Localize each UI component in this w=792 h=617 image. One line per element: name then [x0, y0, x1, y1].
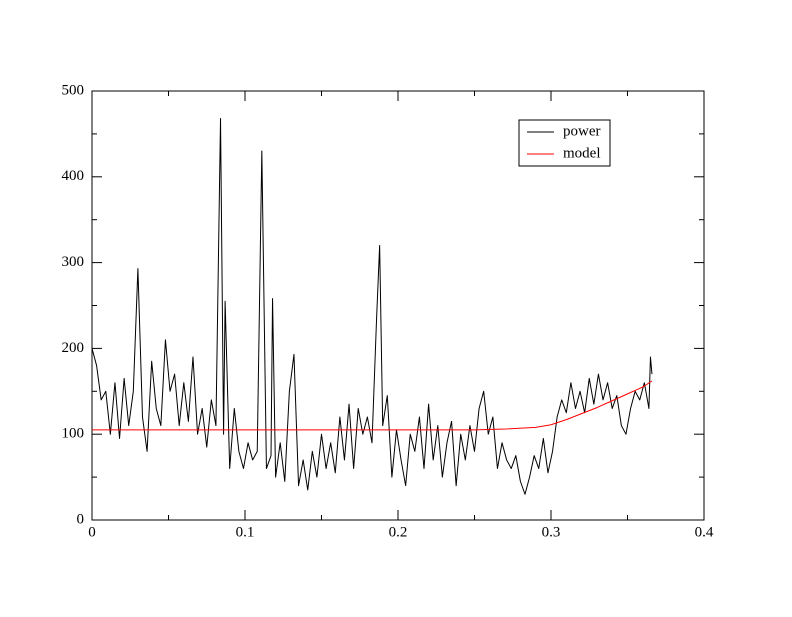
x-tick-label: 0.1 [236, 524, 255, 540]
y-tick-label: 400 [62, 168, 85, 184]
y-tick-label: 300 [62, 254, 85, 270]
x-tick-label: 0.3 [542, 524, 561, 540]
x-tick-label: 0 [88, 524, 96, 540]
data-line [91, 117, 653, 495]
legend-box [518, 119, 611, 167]
x-tick-label: 0.2 [389, 524, 408, 540]
legend-label: model [563, 145, 601, 161]
data-line [92, 380, 653, 431]
y-tick-label: 100 [62, 426, 85, 442]
legend-label: power [563, 123, 601, 139]
y-tick-label: 0 [77, 511, 85, 527]
x-tick-label: 0.4 [695, 524, 714, 540]
y-tick-label: 200 [62, 340, 85, 356]
y-tick-label: 500 [62, 82, 85, 98]
plot-frame [91, 90, 705, 521]
